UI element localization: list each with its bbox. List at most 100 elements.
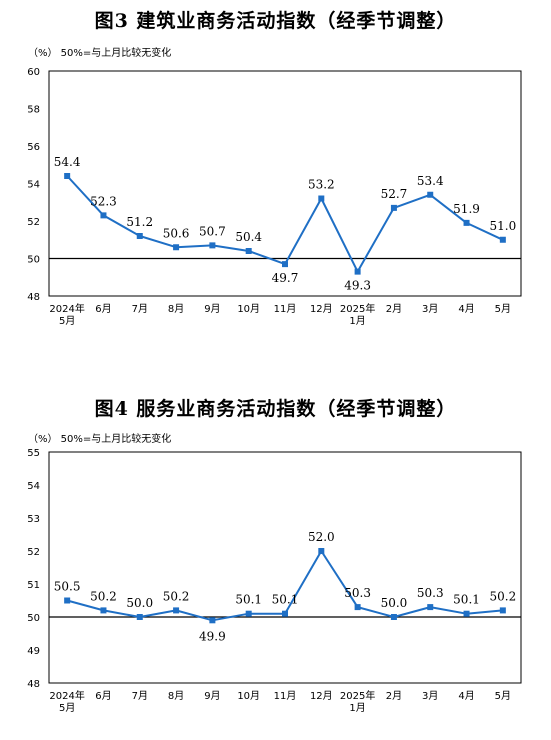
y-tick-label: 51: [27, 580, 40, 591]
y-tick-label: 54: [27, 481, 40, 492]
data-point: [427, 191, 434, 198]
x-tick-label: 1月: [349, 702, 365, 714]
y-tick-label: 48: [27, 679, 40, 690]
data-point: [136, 233, 143, 239]
x-tick-label: 6月: [95, 303, 111, 315]
data-point: [282, 261, 288, 268]
data-label: 51.0: [489, 219, 516, 233]
x-tick-label: 12月: [310, 690, 333, 702]
data-point: [282, 610, 288, 617]
x-tick-label: 3月: [422, 303, 438, 315]
data-label: 50.3: [417, 586, 444, 600]
data-label: 53.2: [308, 178, 335, 192]
data-label: 50.3: [344, 586, 371, 600]
data-point: [100, 212, 107, 219]
x-tick-label: 9月: [204, 303, 220, 315]
data-point: [390, 204, 397, 211]
data-point: [209, 617, 216, 624]
x-tick-label: 5月: [59, 315, 75, 327]
data-label: 50.1: [272, 593, 299, 607]
x-tick-label: 2025年: [340, 302, 375, 315]
x-tick-label: 6月: [95, 690, 111, 702]
y-tick-label: 55: [27, 448, 40, 459]
data-label: 50.2: [163, 589, 190, 603]
data-point: [209, 242, 216, 249]
chart-title: 图3 建筑业商务活动指数（经季节调整）: [94, 10, 457, 32]
chart-title: 图4 服务业商务活动指数（经季节调整）: [94, 398, 457, 420]
y-tick-label: 54: [27, 180, 40, 191]
x-tick-label: 9月: [204, 690, 220, 702]
y-tick-label: 49: [27, 646, 40, 657]
data-label: 50.0: [126, 596, 153, 610]
data-point: [318, 548, 325, 554]
data-label: 54.4: [54, 155, 81, 169]
x-tick-label: 5月: [59, 702, 75, 714]
x-tick-label: 5月: [495, 303, 511, 315]
data-label: 49.7: [272, 271, 299, 285]
data-point: [64, 173, 71, 179]
x-tick-label: 11月: [274, 303, 297, 315]
x-tick-label: 8月: [168, 690, 184, 702]
data-label: 52.0: [308, 530, 335, 544]
data-point: [100, 607, 107, 614]
data-label: 50.2: [90, 589, 117, 603]
data-label: 51.2: [126, 215, 153, 229]
y-tick-label: 48: [27, 292, 40, 303]
x-tick-label: 5月: [495, 690, 511, 702]
y-tick-label: 60: [27, 67, 40, 78]
data-label: 49.3: [344, 279, 371, 293]
x-tick-label: 4月: [458, 690, 474, 702]
y-tick-label: 52: [27, 547, 40, 558]
data-point: [318, 195, 325, 202]
data-label: 52.3: [90, 194, 117, 208]
y-tick-label: 52: [27, 217, 40, 228]
plot-frame: [48, 451, 522, 684]
services-chart: 图4 服务业商务活动指数（经季节调整） （%） 50%=与上月比较无变化 48 4…: [0, 390, 551, 740]
data-label: 50.1: [453, 593, 480, 607]
y-tick-label: 58: [27, 105, 40, 116]
data-point: [499, 236, 506, 243]
x-tick-label: 2025年: [340, 689, 375, 702]
x-tick-label: 3月: [422, 690, 438, 702]
data-label: 49.9: [199, 629, 226, 643]
data-label: 50.1: [235, 593, 262, 607]
x-tick-label: 2024年: [49, 302, 84, 315]
data-point: [173, 607, 180, 614]
x-tick-label: 2024年: [49, 689, 84, 702]
data-point: [245, 248, 252, 254]
data-label: 50.0: [381, 596, 408, 610]
data-label: 50.2: [489, 589, 516, 603]
data-point: [499, 607, 506, 614]
x-tick-label: 10月: [237, 690, 260, 702]
data-point: [463, 610, 470, 617]
x-tick-label: 7月: [132, 690, 148, 702]
x-tick-label: 10月: [237, 303, 260, 315]
data-label: 50.7: [199, 224, 226, 238]
chart-note: （%） 50%=与上月比较无变化: [28, 48, 172, 59]
data-point: [245, 610, 252, 617]
data-label: 50.5: [54, 580, 81, 594]
data-label: 51.9: [453, 202, 480, 216]
y-tick-label: 50: [27, 255, 40, 266]
y-tick-label: 53: [27, 514, 40, 525]
x-tick-label: 12月: [310, 303, 333, 315]
y-tick-label: 50: [27, 613, 40, 624]
data-point: [463, 219, 470, 226]
data-point: [64, 597, 71, 604]
data-point: [173, 244, 180, 251]
data-point: [390, 614, 397, 620]
data-label: 50.4: [235, 230, 262, 244]
x-tick-label: 1月: [349, 315, 365, 327]
data-point: [354, 604, 361, 611]
data-point: [427, 604, 434, 611]
y-tick-label: 56: [27, 142, 40, 153]
x-tick-label: 2月: [386, 303, 402, 315]
x-tick-label: 11月: [274, 690, 297, 702]
construction-chart: 图3 建筑业商务活动指数（经季节调整） （%） 50%=与上月比较无变化 48 5…: [27, 10, 522, 327]
data-point: [354, 268, 361, 275]
x-tick-label: 4月: [458, 303, 474, 315]
data-label: 53.4: [417, 174, 444, 188]
x-tick-label: 2月: [386, 690, 402, 702]
plot-frame: [48, 70, 522, 297]
